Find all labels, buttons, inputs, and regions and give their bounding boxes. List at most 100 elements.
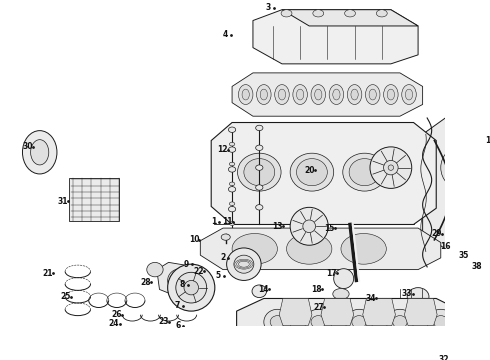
Ellipse shape [228,167,236,172]
Text: 29: 29 [431,229,441,238]
Ellipse shape [184,280,198,295]
Ellipse shape [387,89,394,100]
Text: 23: 23 [159,318,169,327]
Text: 17: 17 [326,269,337,278]
Ellipse shape [168,269,193,292]
Text: 25: 25 [61,292,71,301]
Polygon shape [200,228,441,270]
Polygon shape [422,118,490,249]
Ellipse shape [303,220,316,233]
Ellipse shape [384,85,398,104]
Ellipse shape [168,264,215,311]
Text: 33: 33 [402,289,413,298]
Ellipse shape [242,89,249,100]
Text: 9: 9 [184,260,189,269]
Ellipse shape [349,159,380,186]
Ellipse shape [341,234,386,264]
Ellipse shape [229,222,235,225]
Polygon shape [232,73,422,116]
Text: 15: 15 [324,224,334,233]
Ellipse shape [441,145,486,190]
Ellipse shape [278,89,286,100]
Text: 10: 10 [189,235,199,244]
Text: 34: 34 [366,294,376,303]
Ellipse shape [329,85,343,104]
Text: 13: 13 [272,222,283,231]
Text: 14: 14 [259,285,269,294]
Ellipse shape [296,89,304,100]
Text: 21: 21 [43,269,53,278]
Polygon shape [157,262,200,298]
Ellipse shape [405,89,413,100]
Text: 19: 19 [486,136,490,145]
Ellipse shape [334,269,354,289]
Ellipse shape [434,316,448,328]
Ellipse shape [333,289,349,300]
Ellipse shape [407,288,429,306]
Ellipse shape [256,145,263,150]
Ellipse shape [229,142,235,146]
Ellipse shape [366,85,380,104]
Ellipse shape [227,248,261,280]
Ellipse shape [229,182,235,186]
Polygon shape [363,298,395,325]
Text: 27: 27 [313,303,323,312]
Polygon shape [454,228,490,253]
Text: 5: 5 [216,271,221,280]
Text: 6: 6 [175,321,180,330]
Ellipse shape [228,127,236,132]
Ellipse shape [281,10,292,17]
Ellipse shape [239,85,253,104]
Ellipse shape [333,89,340,100]
Ellipse shape [386,309,414,334]
Text: 11: 11 [222,217,233,226]
Ellipse shape [256,204,263,210]
Ellipse shape [369,89,376,100]
Ellipse shape [290,207,328,245]
Text: 4: 4 [223,31,228,40]
Polygon shape [241,352,477,360]
Ellipse shape [234,255,254,273]
Ellipse shape [293,85,307,104]
Text: 31: 31 [57,197,68,206]
Text: 20: 20 [304,166,315,175]
Ellipse shape [264,309,291,334]
Ellipse shape [252,285,267,298]
Ellipse shape [260,89,268,100]
Polygon shape [211,122,436,225]
Ellipse shape [256,125,263,131]
Ellipse shape [229,202,235,206]
Text: 7: 7 [175,301,180,310]
Text: 18: 18 [311,285,322,294]
Ellipse shape [305,309,332,334]
Text: 16: 16 [440,242,451,251]
Ellipse shape [270,316,285,328]
Ellipse shape [287,234,332,264]
Ellipse shape [311,316,325,328]
Ellipse shape [392,316,407,328]
Ellipse shape [228,147,236,152]
Ellipse shape [256,185,263,190]
Ellipse shape [174,275,187,286]
Ellipse shape [376,10,387,17]
Ellipse shape [347,85,362,104]
Text: 30: 30 [23,142,33,151]
Ellipse shape [256,165,263,170]
Ellipse shape [311,85,325,104]
Text: 28: 28 [141,278,151,287]
Ellipse shape [352,316,367,328]
Ellipse shape [31,140,49,165]
Ellipse shape [275,85,289,104]
Polygon shape [321,298,354,325]
Ellipse shape [244,159,275,186]
Ellipse shape [147,262,163,277]
Ellipse shape [228,186,236,192]
Text: 22: 22 [193,267,204,276]
Polygon shape [253,10,418,64]
Ellipse shape [345,309,373,334]
Ellipse shape [228,206,236,212]
Ellipse shape [221,234,230,240]
Text: 32: 32 [438,355,449,360]
Ellipse shape [232,234,277,264]
Polygon shape [453,249,489,279]
